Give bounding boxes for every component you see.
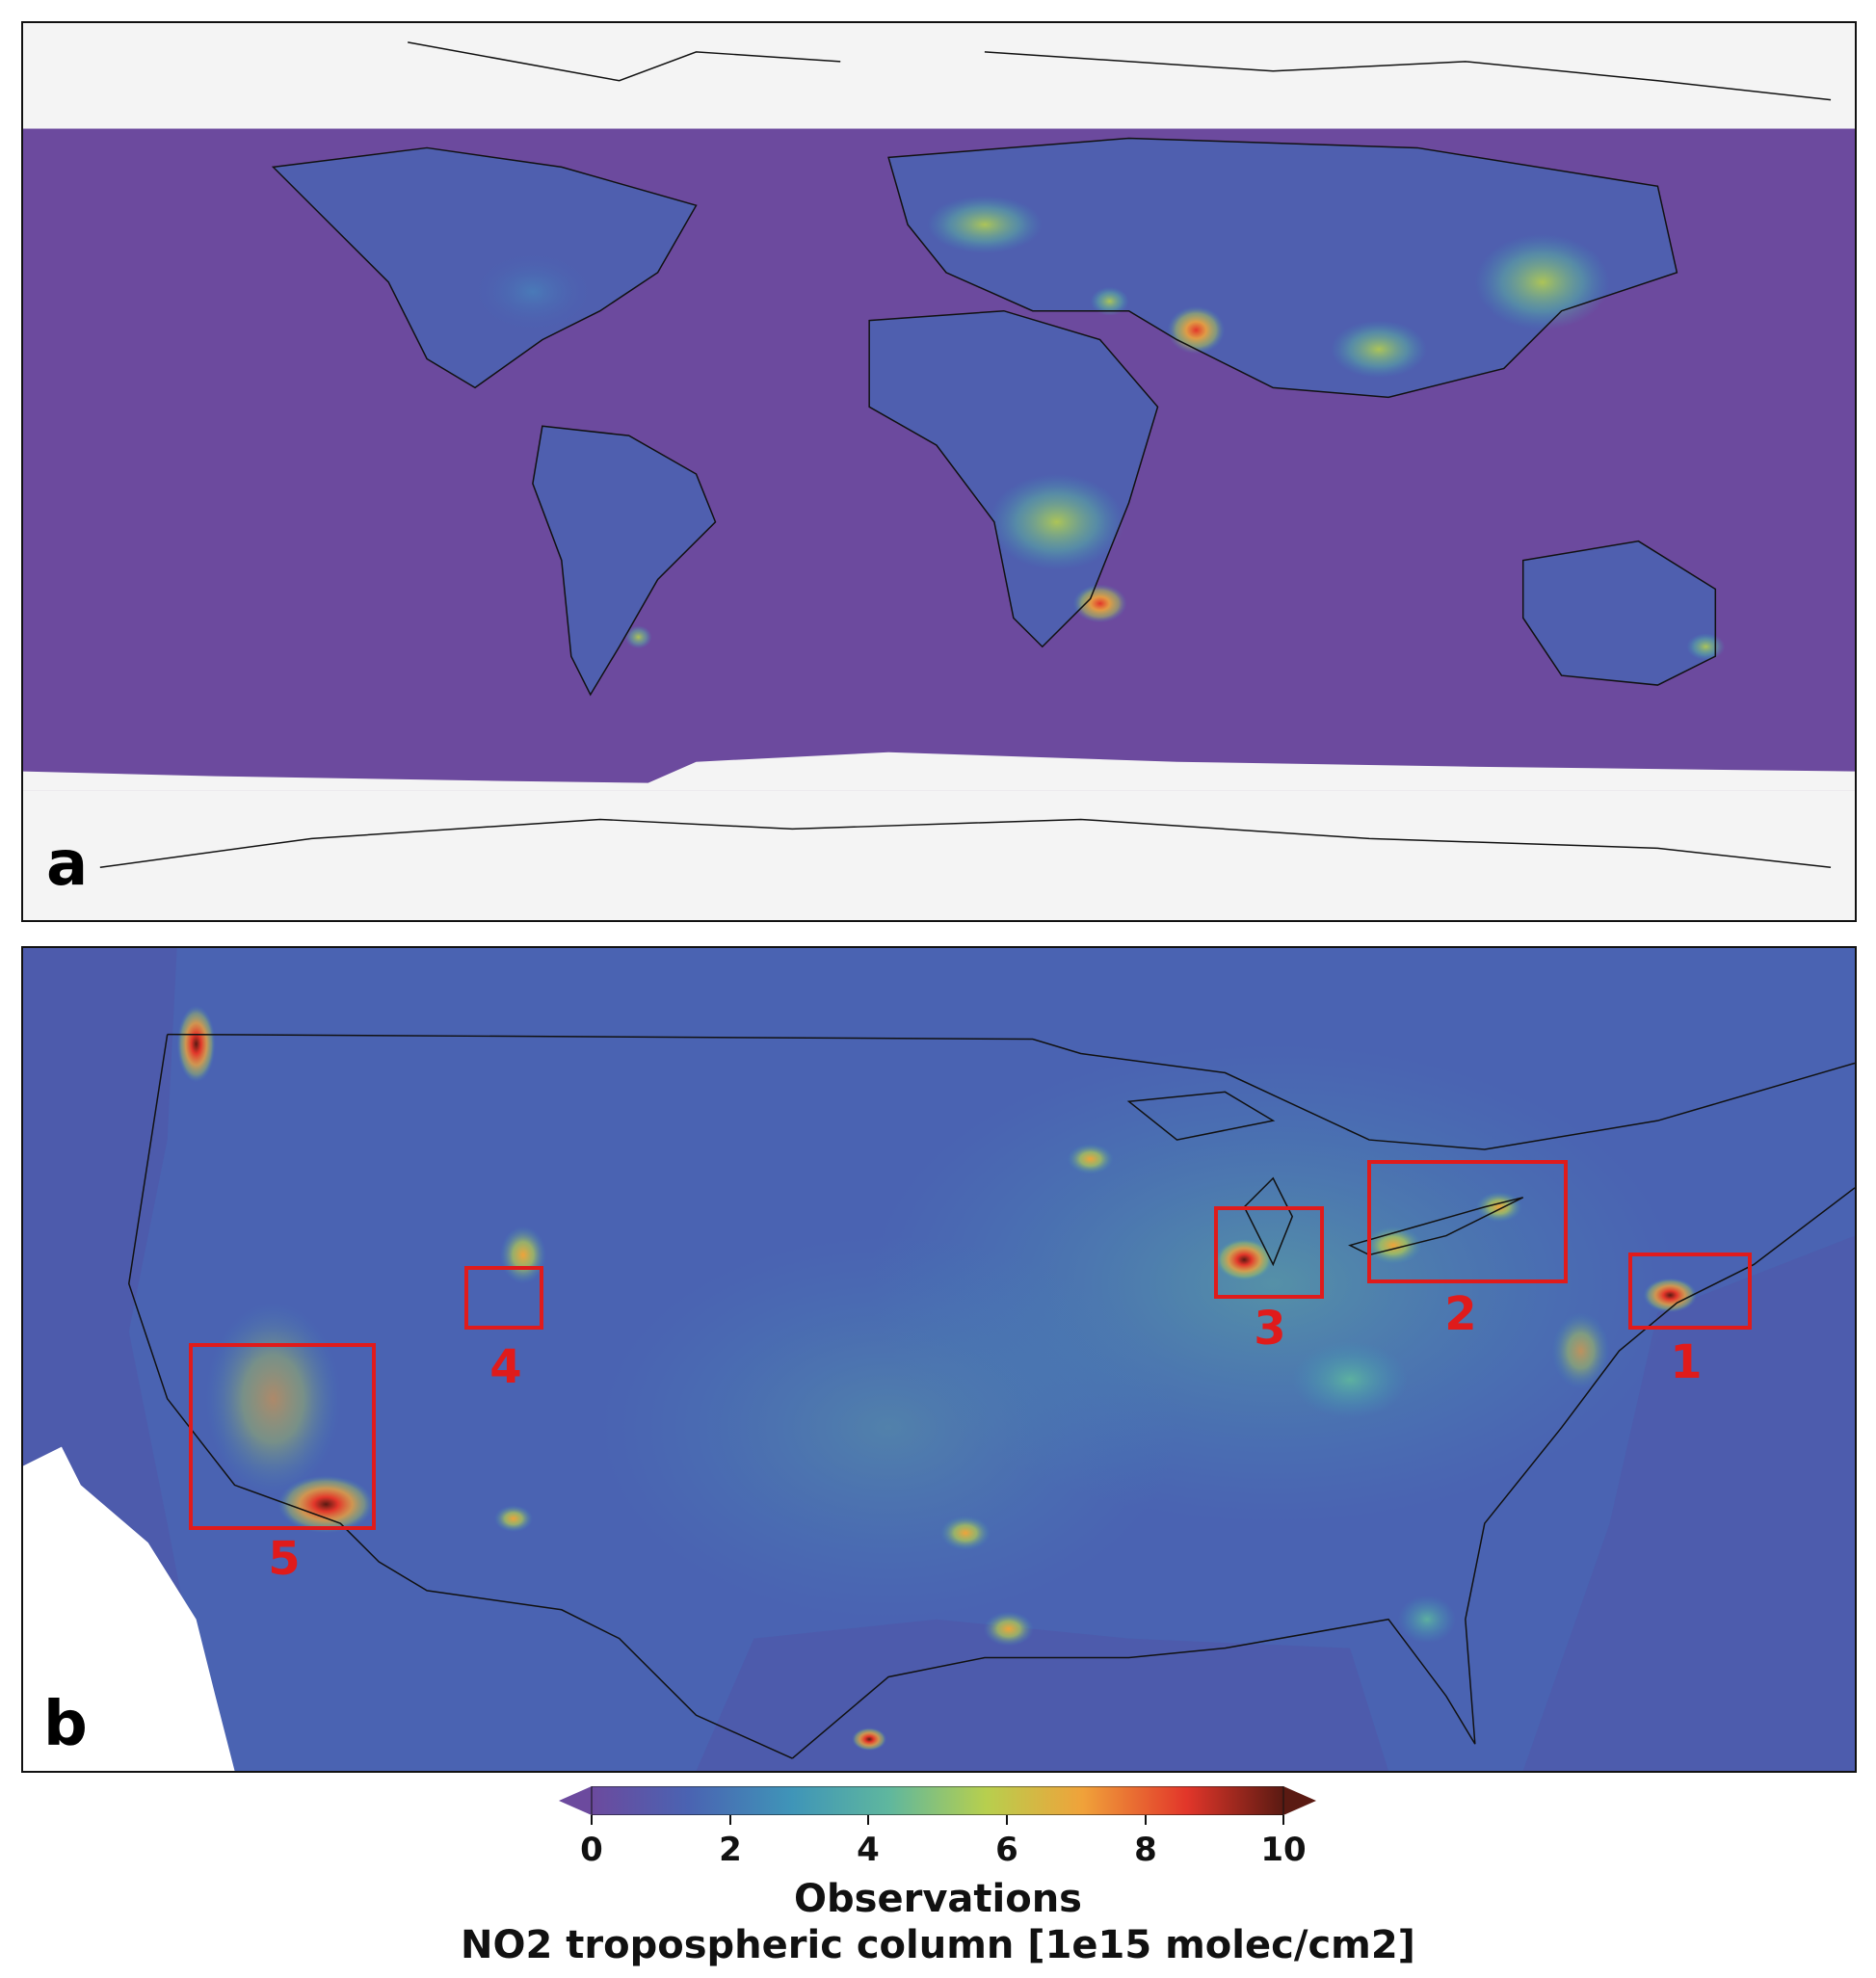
region-label-5: 5 [268, 1532, 301, 1586]
region-label-1: 1 [1670, 1335, 1703, 1389]
region-box-2 [1367, 1160, 1568, 1283]
region-label-2: 2 [1444, 1287, 1477, 1341]
colorbar-units: NO2 tropospheric column [1e15 molec/cm2] [461, 1923, 1415, 1967]
region-box-4 [464, 1266, 543, 1330]
region-box-5 [189, 1343, 376, 1530]
colorbar-tick-4: 4 [857, 1831, 880, 1869]
colorbar-title: Observations [794, 1877, 1082, 1921]
global-map-panel [21, 21, 1857, 922]
colorbar [559, 1786, 1316, 1815]
region-label-4: 4 [489, 1340, 522, 1394]
panel-b-label: b [43, 1689, 88, 1760]
conus-map-panel [21, 946, 1857, 1773]
region-label-3: 3 [1254, 1302, 1286, 1356]
colorbar-tick-2: 2 [719, 1831, 742, 1869]
colorbar-gradient [592, 1786, 1283, 1815]
colorbar-tick-8: 8 [1134, 1831, 1157, 1869]
region-box-1 [1628, 1253, 1752, 1330]
global-map-canvas [23, 23, 1855, 920]
colorbar-min-extend [559, 1786, 592, 1815]
colorbar-max-extend [1283, 1786, 1316, 1815]
colorbar-tick-10: 10 [1260, 1831, 1307, 1869]
colorbar-tick-0: 0 [580, 1831, 603, 1869]
region-box-3 [1214, 1206, 1324, 1299]
panel-a-label: a [46, 829, 89, 900]
colorbar-tick-6: 6 [995, 1831, 1018, 1869]
